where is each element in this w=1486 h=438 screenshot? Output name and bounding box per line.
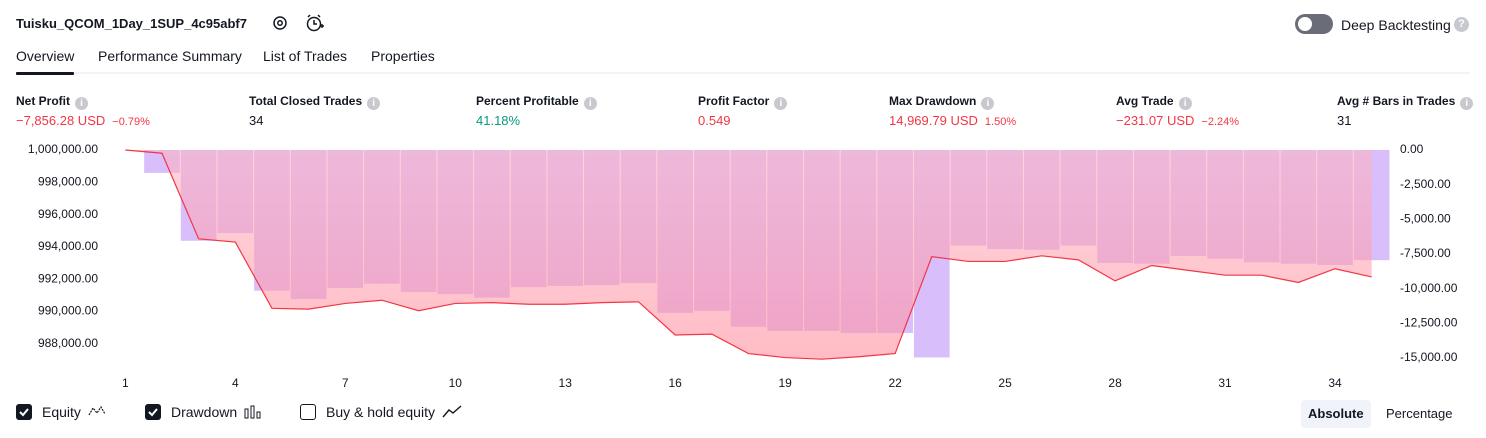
equity-line	[125, 149, 1372, 360]
y2-tick-label: -2,500.00	[1400, 177, 1451, 191]
x-tick-label: 19	[778, 376, 792, 390]
stat-value-text: 41.18%	[476, 113, 521, 128]
view-button[interactable]: Absolute	[1301, 400, 1371, 428]
x-tick-label: 7	[342, 376, 349, 390]
stat-label: Profit Factor i	[698, 94, 788, 110]
info-icon[interactable]: i	[1178, 97, 1192, 110]
y-tick-label: 1,000,000.00	[28, 142, 98, 156]
info-icon[interactable]: i	[367, 97, 381, 110]
stat-value-text: 0.549	[698, 113, 731, 128]
deep-backtesting-toggle[interactable]	[1295, 14, 1333, 34]
stat-value: 0.549	[698, 113, 731, 128]
legend-item[interactable]: Equity	[16, 404, 108, 420]
y-tick-label: 992,000.00	[38, 271, 98, 285]
stat-label: Avg Trade i	[1116, 94, 1192, 110]
x-tick-label: 31	[1218, 376, 1232, 390]
settings-icon[interactable]	[271, 14, 289, 32]
stat-value-text: 34	[249, 113, 264, 128]
view-button[interactable]: Percentage	[1386, 406, 1453, 421]
stat-value: 14,969.79 USD 1.50%	[889, 113, 1016, 128]
stat-label-text: Profit Factor	[698, 94, 770, 108]
stat-label-text: Total Closed Trades	[249, 94, 363, 108]
tab[interactable]: Properties	[371, 48, 435, 64]
stat-value-text: −231.07 USD	[1116, 113, 1195, 128]
stat-value-text: 31	[1337, 113, 1352, 128]
x-tick-label: 28	[1108, 376, 1122, 390]
y2-tick-label: -15,000.00	[1400, 350, 1458, 364]
strategy-title: Tuisku_QCOM_1Day_1SUP_4c95abf7	[16, 16, 247, 31]
equity-area	[125, 150, 1372, 360]
tab[interactable]: List of Trades	[263, 48, 348, 64]
y2-tick-label: -5,000.00	[1400, 211, 1451, 225]
stat-label-text: Net Profit	[16, 94, 70, 108]
x-tick-label: 1	[122, 376, 129, 390]
info-icon[interactable]: i	[583, 97, 597, 110]
legend-item[interactable]: Drawdown	[145, 404, 264, 420]
info-icon[interactable]: i	[75, 97, 88, 110]
y-tick-label: 990,000.00	[38, 304, 98, 318]
info-icon[interactable]: i	[774, 97, 788, 110]
y-tick-label: 996,000.00	[38, 207, 98, 221]
stat-label-text: Avg # Bars in Trades	[1337, 94, 1456, 108]
stat-label-text: Percent Profitable	[476, 94, 579, 108]
stat-label-text: Max Drawdown	[889, 94, 977, 108]
y-tick-label: 998,000.00	[38, 174, 98, 188]
alert-icon[interactable]	[305, 13, 325, 33]
stat-label: Total Closed Trades i	[249, 94, 381, 110]
legend-item[interactable]: Buy & hold equity	[300, 404, 462, 420]
y-tick-label: 988,000.00	[38, 336, 98, 350]
stat-label: Percent Profitable i	[476, 94, 597, 110]
y2-tick-label: 0.00	[1400, 142, 1424, 156]
stat-sub: 1.50%	[984, 116, 1017, 128]
stat-label: Net Profit i	[16, 94, 88, 110]
stat-label: Max Drawdown i	[889, 94, 995, 110]
stat-value-text: 14,969.79 USD	[889, 113, 978, 128]
legend-icon	[244, 405, 264, 419]
info-icon[interactable]: i	[1460, 97, 1474, 110]
info-icon[interactable]: i	[981, 97, 995, 110]
y-tick-label: 994,000.00	[38, 239, 98, 253]
stat-value: −231.07 USD −2.24%	[1116, 113, 1239, 128]
stat-value-text: −7,856.28 USD	[16, 113, 106, 128]
legend-icon	[88, 405, 108, 419]
stat-label-text: Avg Trade	[1116, 94, 1174, 108]
checkbox[interactable]	[145, 404, 161, 420]
stat-value: 31	[1337, 113, 1351, 128]
checkbox[interactable]	[300, 404, 316, 420]
tab[interactable]: Performance Summary	[98, 48, 242, 64]
x-tick-label: 10	[449, 376, 463, 390]
x-tick-label: 4	[232, 376, 239, 390]
legend-icon	[442, 405, 462, 419]
active-tab-underline	[16, 72, 75, 75]
tab[interactable]: Overview	[16, 48, 75, 64]
tab-divider	[16, 72, 1470, 74]
x-tick-label: 13	[559, 376, 573, 390]
stat-label: Avg # Bars in Trades i	[1337, 94, 1474, 110]
x-tick-label: 25	[998, 376, 1012, 390]
x-tick-label: 22	[888, 376, 902, 390]
checkbox[interactable]	[16, 404, 32, 420]
legend-label: Drawdown	[171, 404, 238, 420]
y2-tick-label: -12,500.00	[1400, 315, 1458, 329]
y2-tick-label: -7,500.00	[1400, 246, 1451, 260]
legend-label: Buy & hold equity	[326, 404, 435, 420]
stat-sub: −0.79%	[112, 116, 150, 128]
x-tick-label: 34	[1328, 376, 1342, 390]
legend-label: Equity	[42, 404, 81, 420]
deep-backtesting-label: Deep Backtesting	[1341, 17, 1451, 33]
stat-value: 34	[249, 113, 263, 128]
y2-tick-label: -10,000.00	[1400, 281, 1458, 295]
stat-value: −7,856.28 USD −0.79%	[16, 113, 150, 128]
stat-value: 41.18%	[476, 113, 520, 128]
stat-sub: −2.24%	[1201, 116, 1240, 128]
x-tick-label: 16	[669, 376, 683, 390]
help-icon[interactable]: ?	[1454, 17, 1469, 32]
